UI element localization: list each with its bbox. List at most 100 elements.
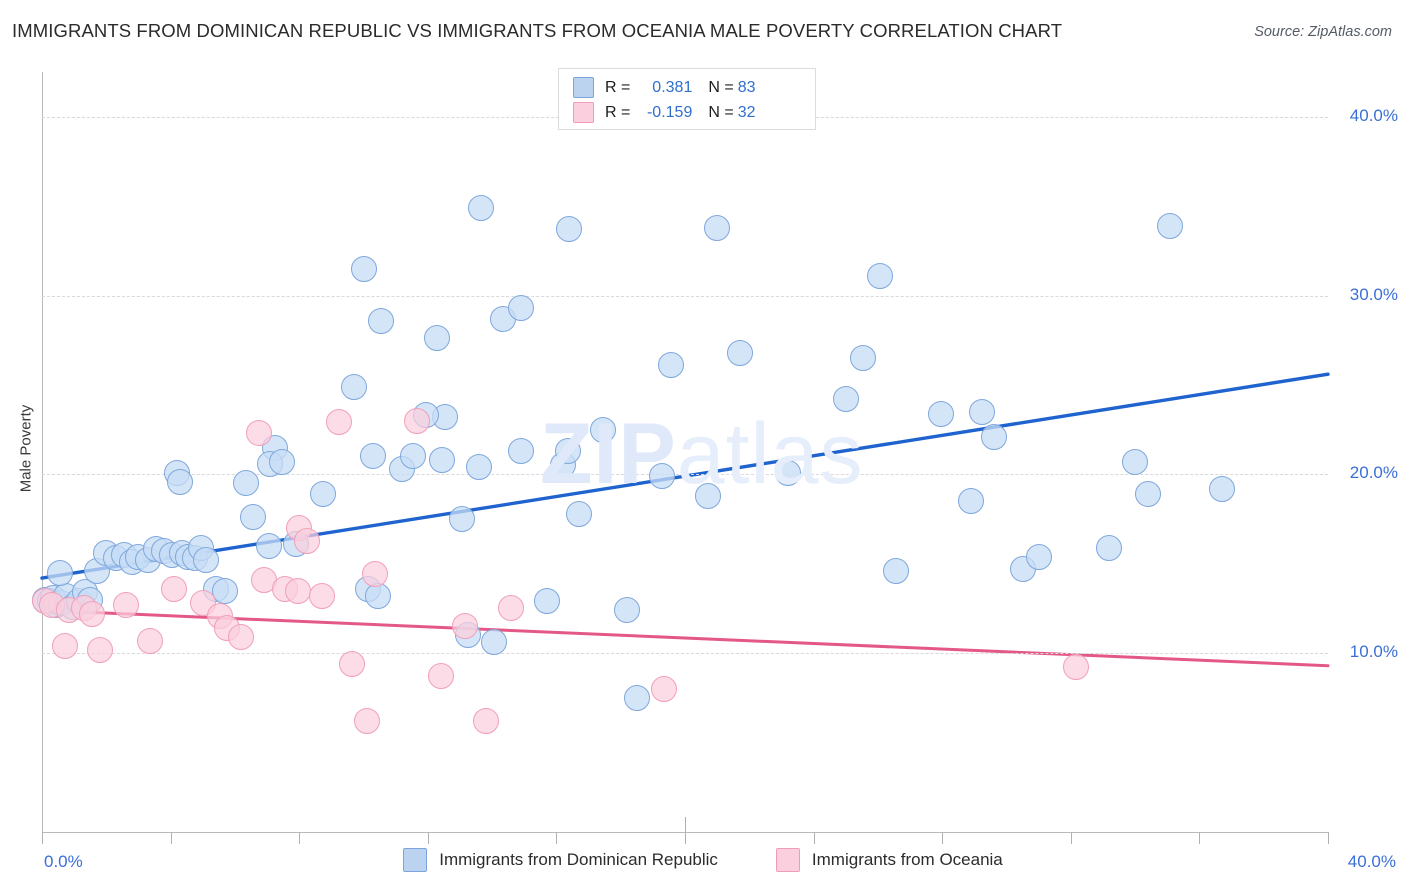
scatter-point[interactable] xyxy=(1134,481,1161,508)
r-label-blue: R = xyxy=(605,78,631,96)
scatter-point[interactable] xyxy=(774,459,801,486)
scatter-point[interactable] xyxy=(310,481,337,508)
scatter-point[interactable] xyxy=(255,532,282,559)
scatter-point[interactable] xyxy=(882,557,909,584)
scatter-point[interactable] xyxy=(590,416,617,443)
scatter-point[interactable] xyxy=(339,650,366,677)
scatter-point[interactable] xyxy=(554,438,581,465)
series-swatch-icon-pink xyxy=(573,102,594,123)
x-axis-tick xyxy=(42,832,43,844)
scatter-point[interactable] xyxy=(112,591,139,618)
scatter-point[interactable] xyxy=(239,504,266,531)
y-axis-tick-label: 40.0% xyxy=(1349,105,1398,125)
r-label-pink: R = xyxy=(605,103,631,121)
scatter-point[interactable] xyxy=(294,527,321,554)
plot-area xyxy=(32,72,1330,832)
scatter-point[interactable] xyxy=(233,470,260,497)
scatter-point[interactable] xyxy=(368,307,395,334)
scatter-point[interactable] xyxy=(361,561,388,588)
scatter-point[interactable] xyxy=(866,262,893,289)
legend-item-oceania[interactable]: Immigrants from Oceania xyxy=(775,848,1003,872)
x-axis-tick xyxy=(427,832,429,844)
scatter-point[interactable] xyxy=(400,443,427,470)
scatter-point[interactable] xyxy=(556,216,583,243)
scatter-point[interactable] xyxy=(192,547,219,574)
trendline-oceania xyxy=(40,608,1330,668)
scatter-point[interactable] xyxy=(467,194,494,221)
scatter-point[interactable] xyxy=(958,488,985,515)
scatter-point[interactable] xyxy=(850,345,877,372)
scatter-point[interactable] xyxy=(448,506,475,533)
scatter-point[interactable] xyxy=(360,443,387,470)
scatter-point[interactable] xyxy=(228,624,255,651)
scatter-point[interactable] xyxy=(353,708,380,735)
scatter-point[interactable] xyxy=(78,600,105,627)
scatter-point[interactable] xyxy=(969,398,996,425)
scatter-point[interactable] xyxy=(533,588,560,615)
scatter-point[interactable] xyxy=(46,559,73,586)
scatter-point[interactable] xyxy=(308,582,335,609)
scatter-point[interactable] xyxy=(160,575,187,602)
scatter-point[interactable] xyxy=(726,339,753,366)
scatter-point[interactable] xyxy=(86,636,113,663)
x-axis-tick xyxy=(685,817,686,844)
scatter-point[interactable] xyxy=(364,582,391,609)
n-value-blue: 83 xyxy=(737,78,756,96)
scatter-point[interactable] xyxy=(472,708,499,735)
scatter-point[interactable] xyxy=(1157,212,1184,239)
scatter-point[interactable] xyxy=(1062,654,1089,681)
scatter-point[interactable] xyxy=(657,352,684,379)
scatter-point[interactable] xyxy=(1025,543,1052,570)
scatter-point[interactable] xyxy=(927,400,954,427)
scatter-point[interactable] xyxy=(466,454,493,481)
gridline-y-20 xyxy=(42,474,1328,476)
scatter-point[interactable] xyxy=(326,409,353,436)
scatter-point[interactable] xyxy=(167,468,194,495)
legend-item-dominican-republic[interactable]: Immigrants from Dominican Republic xyxy=(403,848,718,872)
scatter-point[interactable] xyxy=(565,500,592,527)
scatter-point[interactable] xyxy=(429,447,456,474)
scatter-point[interactable] xyxy=(246,420,272,447)
scatter-point[interactable] xyxy=(1096,534,1123,561)
n-value-pink: 32 xyxy=(737,103,756,121)
x-axis-tick xyxy=(556,832,558,844)
x-axis-tick xyxy=(813,832,815,844)
stats-row-dominican-republic: R = 0.381 N = 83 xyxy=(573,75,805,100)
scatter-point[interactable] xyxy=(1208,475,1235,502)
scatter-point[interactable] xyxy=(508,295,535,322)
y-axis-tick-label: 10.0% xyxy=(1349,642,1398,662)
scatter-point[interactable] xyxy=(832,386,859,413)
scatter-point[interactable] xyxy=(498,595,525,622)
scatter-point[interactable] xyxy=(268,448,295,475)
legend-label-dominican-republic: Immigrants from Dominican Republic xyxy=(439,850,718,869)
gridline-y-30 xyxy=(42,295,1328,297)
scatter-point[interactable] xyxy=(403,407,430,434)
scatter-point[interactable] xyxy=(51,633,78,660)
scatter-point[interactable] xyxy=(508,438,535,465)
scatter-point[interactable] xyxy=(424,325,451,352)
scatter-point[interactable] xyxy=(350,255,377,282)
series-legend: Immigrants from Dominican Republic Immig… xyxy=(0,848,1406,872)
scatter-point[interactable] xyxy=(284,577,311,604)
gridline-y-10 xyxy=(42,653,1328,655)
scatter-point[interactable] xyxy=(1122,448,1149,475)
y-axis-tick-label: 30.0% xyxy=(1349,284,1398,304)
scatter-point[interactable] xyxy=(651,675,678,702)
legend-swatch-icon-blue xyxy=(403,848,428,872)
scatter-point[interactable] xyxy=(480,629,507,656)
scatter-point[interactable] xyxy=(980,423,1007,450)
n-label-blue: N = xyxy=(708,78,734,96)
scatter-point[interactable] xyxy=(212,577,239,604)
scatter-point[interactable] xyxy=(704,214,731,241)
scatter-point[interactable] xyxy=(649,463,676,490)
scatter-point[interactable] xyxy=(340,373,367,400)
scatter-point[interactable] xyxy=(136,627,163,654)
y-axis-title: Male Poverty xyxy=(17,404,35,493)
scatter-point[interactable] xyxy=(427,663,454,690)
scatter-point[interactable] xyxy=(451,613,478,640)
scatter-point[interactable] xyxy=(614,597,641,624)
source-attribution: Source: ZipAtlas.com xyxy=(1254,24,1392,40)
scatter-point[interactable] xyxy=(694,482,721,509)
scatter-point[interactable] xyxy=(623,684,650,711)
